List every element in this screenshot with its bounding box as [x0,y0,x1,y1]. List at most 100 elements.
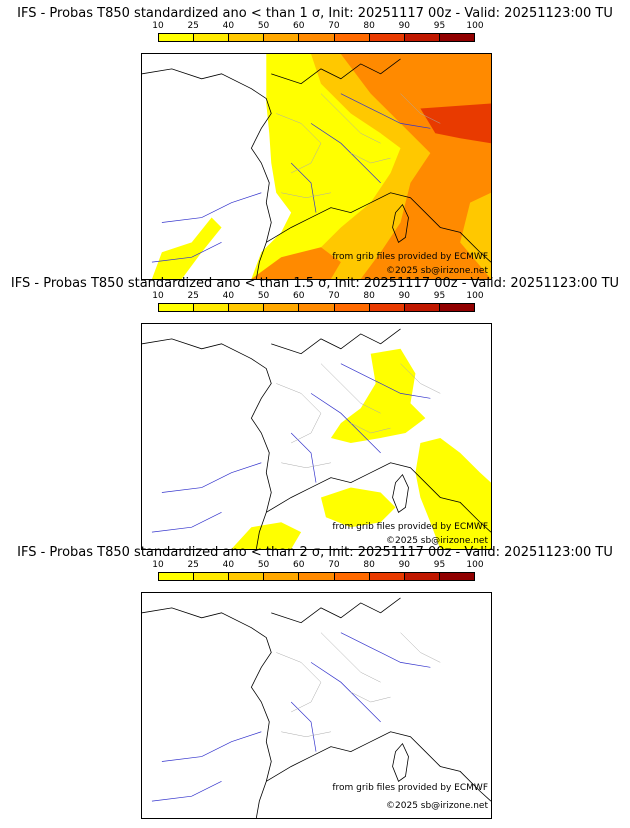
prob-area-east [415,437,491,549]
swatch [404,34,440,41]
map-panel-1: IFS - Probas T850 standardized ano < tha… [0,6,630,280]
tick-label: 100 [466,21,484,31]
source-credit: from grib files provided by ECMWF [332,522,488,532]
swatch [334,573,370,580]
swatch [334,34,370,41]
source-credit: from grib files provided by ECMWF [332,783,488,793]
swatch [229,304,265,311]
prob-area-low-left [151,217,222,279]
swatch [264,304,300,311]
tick-label: 60 [293,560,305,570]
tick-label: 25 [187,291,199,301]
tick-label: 70 [328,21,340,31]
swatch [439,34,474,41]
prob-area-80 [420,103,491,144]
swatch [299,573,335,580]
swatch [194,34,230,41]
swatch [194,573,230,580]
probability-map [141,53,492,280]
river [151,632,431,802]
swatch [229,34,265,41]
coastline [142,338,272,549]
swatch [264,573,300,580]
swatch [369,304,405,311]
map-canvas [142,328,491,549]
copyright: ©2025 sb@irizone.net [386,266,488,276]
tick-label: 95 [433,291,446,301]
tick-label: 90 [398,291,411,301]
swatch [439,304,474,311]
map-canvas [142,597,491,818]
colorbar [158,572,475,581]
tick-label: 70 [328,560,340,570]
colorbar [158,33,475,42]
colorbar-ticks: 10 25 40 50 60 70 80 90 95 100 [152,560,483,572]
tick-label: 90 [398,560,411,570]
tick-label: 40 [222,560,235,570]
tick-label: 50 [257,291,270,301]
prob-area-southwest [231,522,302,549]
tick-label: 10 [152,560,164,570]
swatch [159,573,195,580]
swatch [229,573,265,580]
coastline-south [266,462,491,533]
coastline [142,68,272,279]
borders [276,93,441,198]
copyright: ©2025 sb@irizone.net [386,801,488,811]
river [151,93,431,263]
tick-label: 80 [363,560,375,570]
swatch [299,304,335,311]
prob-area-south [320,487,396,528]
swatch [159,304,195,311]
swatch [194,304,230,311]
swatch [299,34,335,41]
coastline-north [271,597,401,624]
swatch [369,34,405,41]
probability-map [141,592,492,819]
swatch [264,34,300,41]
tick-label: 100 [466,560,484,570]
tick-label: 95 [433,21,446,31]
borders [276,363,441,468]
island-corsica [392,742,409,782]
tick-label: 80 [363,21,375,31]
coastline [142,607,272,818]
tick-label: 40 [222,291,235,301]
tick-label: 50 [257,21,270,31]
tick-label: 40 [222,21,235,31]
swatch [334,304,370,311]
coastline-south [266,731,491,802]
source-credit: from grib files provided by ECMWF [332,252,488,262]
tick-label: 90 [398,21,411,31]
borders [276,632,441,737]
coastline-south [266,192,491,263]
colorbar-ticks: 10 25 40 50 60 70 80 90 95 100 [152,21,483,33]
probability-map [141,323,492,550]
swatch [369,573,405,580]
colorbar-ticks: 10 25 40 50 60 70 80 90 95 100 [152,291,483,303]
tick-label: 10 [152,21,164,31]
swatch [439,573,474,580]
tick-label: 10 [152,291,164,301]
tick-label: 25 [187,560,199,570]
tick-label: 60 [293,291,305,301]
tick-label: 50 [257,560,270,570]
island-corsica [392,473,409,513]
map-panel-3: IFS - Probas T850 standardized ano < tha… [0,545,630,819]
swatch [404,304,440,311]
river [151,363,431,533]
panel-title: IFS - Probas T850 standardized ano < tha… [10,276,620,291]
swatch [159,34,195,41]
swatch [404,573,440,580]
tick-label: 80 [363,291,375,301]
tick-label: 95 [433,560,446,570]
panel-title: IFS - Probas T850 standardized ano < tha… [17,545,613,560]
map-panel-2: IFS - Probas T850 standardized ano < tha… [0,276,630,550]
panel-title: IFS - Probas T850 standardized ano < tha… [17,6,613,21]
coastline-north [271,58,401,85]
tick-label: 25 [187,21,199,31]
tick-label: 100 [466,291,484,301]
map-canvas [142,54,491,279]
tick-label: 70 [328,291,340,301]
copyright: ©2025 sb@irizone.net [386,536,488,546]
